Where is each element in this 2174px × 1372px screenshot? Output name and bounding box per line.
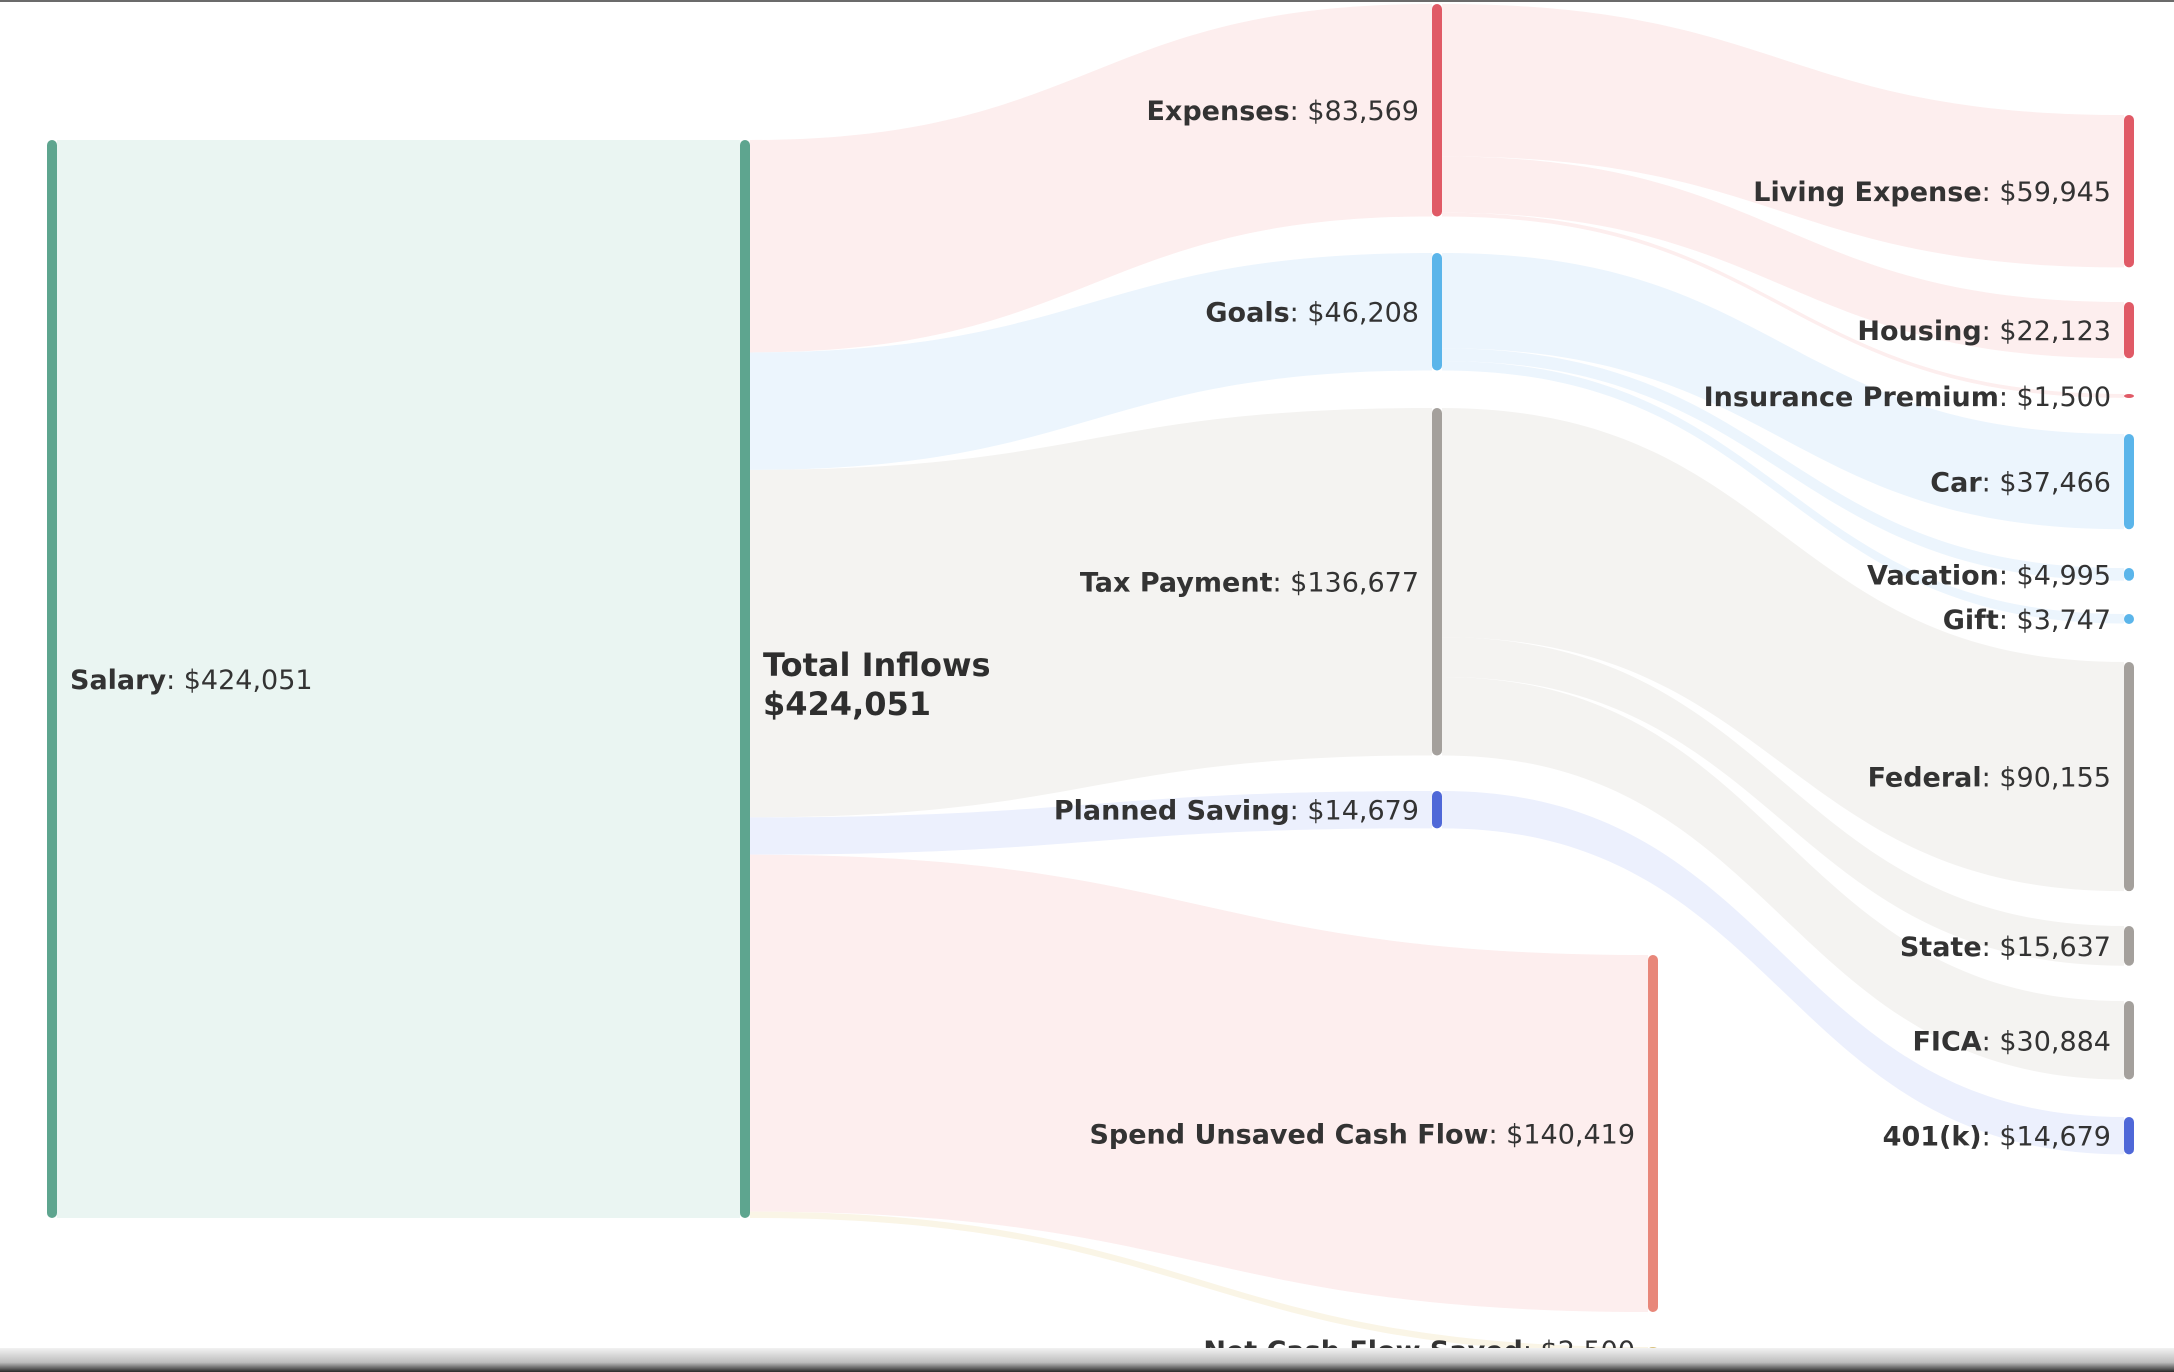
label-fica: FICA: $30,884 — [1912, 1026, 2111, 1057]
link-expenses-to-housing[interactable] — [1442, 156, 2124, 359]
label-fica-name: FICA — [1912, 1026, 1981, 1057]
label-fica-value: : $30,884 — [1982, 1026, 2111, 1057]
label-vacation: Vacation: $4,995 — [1867, 560, 2111, 591]
label-k401: 401(k): $14,679 — [1883, 1122, 2111, 1153]
link-planned-to-k401[interactable] — [1442, 791, 2124, 1155]
node-living[interactable] — [2124, 115, 2134, 268]
label-tax-value: : $136,677 — [1272, 568, 1419, 599]
node-state[interactable] — [2124, 926, 2134, 966]
label-goals: Goals: $46,208 — [1205, 298, 1419, 329]
label-living: Living Expense: $59,945 — [1753, 177, 2111, 208]
node-gift[interactable] — [2124, 614, 2134, 624]
window-bottom-edge — [0, 1348, 2174, 1372]
label-spend-value: : $140,419 — [1488, 1119, 1635, 1150]
total-inflows-title: Total Inflows — [763, 646, 991, 684]
label-housing: Housing: $22,123 — [1857, 316, 2111, 347]
node-planned[interactable] — [1432, 791, 1442, 829]
label-vacation-name: Vacation — [1867, 560, 1999, 591]
link-salary-to-total[interactable] — [57, 140, 740, 1218]
label-salary-name: Salary — [70, 665, 166, 696]
node-goals[interactable] — [1432, 253, 1442, 371]
link-goals-to-car[interactable] — [1442, 253, 2124, 530]
label-gift-value: : $3,747 — [1999, 605, 2111, 636]
label-goals-name: Goals — [1205, 298, 1289, 329]
label-insurance-value: : $1,500 — [1999, 382, 2111, 413]
node-tax[interactable] — [1432, 408, 1442, 756]
node-total[interactable] — [740, 140, 750, 1218]
node-federal[interactable] — [2124, 662, 2134, 892]
label-housing-name: Housing — [1857, 316, 1981, 347]
link-total-to-planned[interactable] — [750, 791, 1432, 855]
label-k401-value: : $14,679 — [1982, 1122, 2111, 1153]
node-vacation[interactable] — [2124, 568, 2134, 581]
label-federal-name: Federal — [1868, 763, 1982, 794]
label-expenses-name: Expenses — [1146, 96, 1289, 127]
label-planned-name: Planned Saving — [1054, 796, 1290, 827]
label-k401-name: 401(k) — [1883, 1122, 1982, 1153]
link-total-to-expenses[interactable] — [750, 4, 1432, 353]
link-tax-to-state[interactable] — [1442, 637, 2124, 966]
node-labels: Salary: $424,051 Total Inflows$424,051 Exp… — [70, 96, 2111, 1367]
node-insurance[interactable] — [2124, 394, 2134, 398]
node-salary[interactable] — [47, 140, 57, 1218]
link-expenses-to-living[interactable] — [1442, 4, 2124, 268]
label-planned-value: : $14,679 — [1290, 796, 1419, 827]
label-state-name: State — [1900, 932, 1982, 963]
label-spend-name: Spend Unsaved Cash Flow — [1089, 1119, 1488, 1150]
label-gift: Gift: $3,747 — [1943, 605, 2111, 636]
label-car: Car: $37,466 — [1930, 468, 2111, 499]
node-k401[interactable] — [2124, 1117, 2134, 1155]
label-expenses-value: : $83,569 — [1290, 96, 1419, 127]
node-spend[interactable] — [1648, 955, 1658, 1312]
node-expenses[interactable] — [1432, 4, 1442, 217]
link-goals-to-vacation[interactable] — [1442, 348, 2124, 581]
flow-links — [57, 4, 2124, 1354]
label-gift-name: Gift — [1943, 605, 1999, 636]
link-tax-to-federal[interactable] — [1442, 408, 2124, 892]
label-planned: Planned Saving: $14,679 — [1054, 796, 1419, 827]
label-salary-value: : $424,051 — [166, 665, 313, 696]
link-total-to-spend[interactable] — [750, 854, 1648, 1312]
link-expenses-to-insurance[interactable] — [1442, 212, 2124, 398]
label-salary: Salary: $424,051 — [70, 665, 313, 696]
label-car-value: : $37,466 — [1982, 468, 2111, 499]
node-car[interactable] — [2124, 434, 2134, 530]
label-federal: Federal: $90,155 — [1868, 763, 2111, 794]
label-tax-name: Tax Payment — [1080, 568, 1273, 599]
label-insurance-name: Insurance Premium — [1704, 382, 1999, 413]
node-housing[interactable] — [2124, 302, 2134, 359]
label-tax: Tax Payment: $136,677 — [1080, 568, 1419, 599]
link-goals-to-gift[interactable] — [1442, 360, 2124, 624]
node-fica[interactable] — [2124, 1001, 2134, 1080]
label-living-value: : $59,945 — [1982, 177, 2111, 208]
link-total-to-netsaved[interactable] — [750, 1211, 1648, 1354]
window-top-border — [0, 0, 2174, 2]
label-housing-value: : $22,123 — [1982, 316, 2111, 347]
label-insurance: Insurance Premium: $1,500 — [1704, 382, 2111, 413]
flow-nodes — [47, 4, 2134, 1354]
label-vacation-value: : $4,995 — [1999, 560, 2111, 591]
label-spend: Spend Unsaved Cash Flow: $140,419 — [1089, 1119, 1635, 1150]
label-car-name: Car — [1930, 468, 1982, 499]
label-goals-value: : $46,208 — [1290, 298, 1419, 329]
label-state-value: : $15,637 — [1982, 932, 2111, 963]
label-state: State: $15,637 — [1900, 932, 2111, 963]
label-expenses: Expenses: $83,569 — [1146, 96, 1419, 127]
label-federal-value: : $90,155 — [1982, 763, 2111, 794]
label-living-name: Living Expense — [1753, 177, 1981, 208]
link-total-to-tax[interactable] — [750, 408, 1432, 818]
total-inflows-value: $424,051 — [763, 685, 931, 723]
link-tax-to-fica[interactable] — [1442, 676, 2124, 1080]
link-total-to-goals[interactable] — [750, 253, 1432, 470]
